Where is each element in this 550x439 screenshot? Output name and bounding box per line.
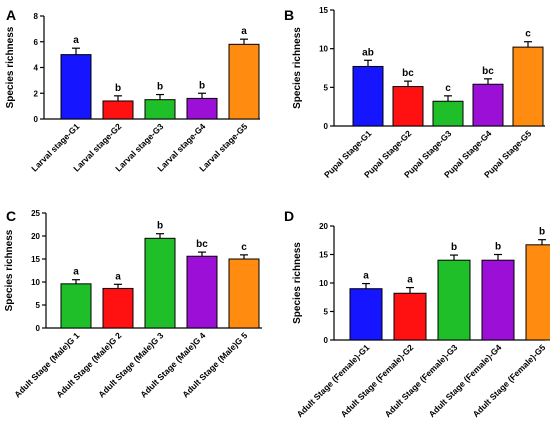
significance-letter: c <box>445 83 451 94</box>
x-category-label: Adult Stage (Female)-G3 <box>383 342 460 419</box>
bar <box>432 100 464 127</box>
y-tick-label: 25 <box>31 209 40 218</box>
bar <box>144 237 176 329</box>
significance-letter: a <box>363 271 369 282</box>
bar <box>393 292 427 341</box>
significance-letter: c <box>241 242 247 253</box>
significance-letter: a <box>73 267 79 278</box>
bar <box>60 54 92 120</box>
bar <box>349 288 383 341</box>
y-tick-label: 5 <box>324 308 329 317</box>
bar <box>481 259 515 341</box>
panel-letter: A <box>6 7 16 23</box>
bar <box>392 86 424 127</box>
bar <box>186 97 218 120</box>
panel-letter: B <box>284 7 294 23</box>
bar <box>228 43 260 120</box>
significance-letter: bc <box>482 66 494 77</box>
y-tick-label: 0 <box>34 115 39 124</box>
y-tick-label: 20 <box>319 222 328 231</box>
x-category-label: Adult Stage (Female)-G4 <box>427 342 504 419</box>
significance-letter: a <box>241 26 247 37</box>
significance-letter: bc <box>402 68 414 79</box>
panel-letter: C <box>6 208 16 224</box>
bar <box>186 255 218 329</box>
significance-letter: ab <box>362 47 374 58</box>
y-tick-label: 6 <box>34 38 39 47</box>
y-tick-label: 10 <box>319 279 328 288</box>
y-tick-label: 15 <box>31 255 40 264</box>
significance-letter: c <box>525 29 531 40</box>
y-axis-label: Species richness <box>5 26 16 108</box>
bar <box>472 83 504 127</box>
bar <box>102 100 134 120</box>
panel-letter: D <box>284 208 294 224</box>
significance-letter: b <box>539 227 545 238</box>
x-category-label: Adult Stage (Female)-G1 <box>295 342 372 419</box>
y-tick-label: 15 <box>319 251 328 260</box>
y-tick-label: 20 <box>31 232 40 241</box>
y-tick-label: 4 <box>34 64 39 73</box>
bar <box>102 287 134 329</box>
bar <box>228 258 260 329</box>
y-tick-label: 5 <box>36 301 41 310</box>
y-tick-label: 10 <box>31 278 40 287</box>
x-category-label: Adult Stage (Female)-G5 <box>471 342 548 419</box>
x-category-label: Adult Stage (Female)-G2 <box>339 342 416 419</box>
y-tick-label: 10 <box>319 45 328 54</box>
y-axis-label: Species richness <box>292 242 303 324</box>
y-axis-label: Species richness <box>4 229 15 311</box>
y-tick-label: 5 <box>324 83 329 92</box>
significance-letter: b <box>157 221 163 232</box>
bar <box>437 259 471 341</box>
y-tick-label: 0 <box>324 122 329 131</box>
bar <box>512 46 544 127</box>
bar <box>352 65 384 127</box>
y-tick-label: 2 <box>34 89 39 98</box>
significance-letter: b <box>451 242 457 253</box>
y-axis-label: Species richness <box>292 27 303 109</box>
y-tick-label: 15 <box>319 6 328 15</box>
significance-letter: bc <box>196 239 208 250</box>
bar <box>525 244 550 341</box>
significance-letter: a <box>407 275 413 286</box>
significance-letter: b <box>199 80 205 91</box>
y-tick-label: 8 <box>34 12 39 21</box>
y-tick-label: 0 <box>324 336 329 345</box>
chart-panel-d: D Species richness 0 5 10 15 20 a Adult Stage (F… <box>284 208 550 419</box>
significance-letter: a <box>115 271 121 282</box>
bar <box>144 99 176 120</box>
significance-letter: b <box>495 242 501 253</box>
bar <box>60 283 92 329</box>
y-tick-label: 0 <box>36 324 41 333</box>
significance-letter: b <box>157 82 163 93</box>
significance-letter: a <box>73 35 79 46</box>
significance-letter: b <box>115 83 121 94</box>
